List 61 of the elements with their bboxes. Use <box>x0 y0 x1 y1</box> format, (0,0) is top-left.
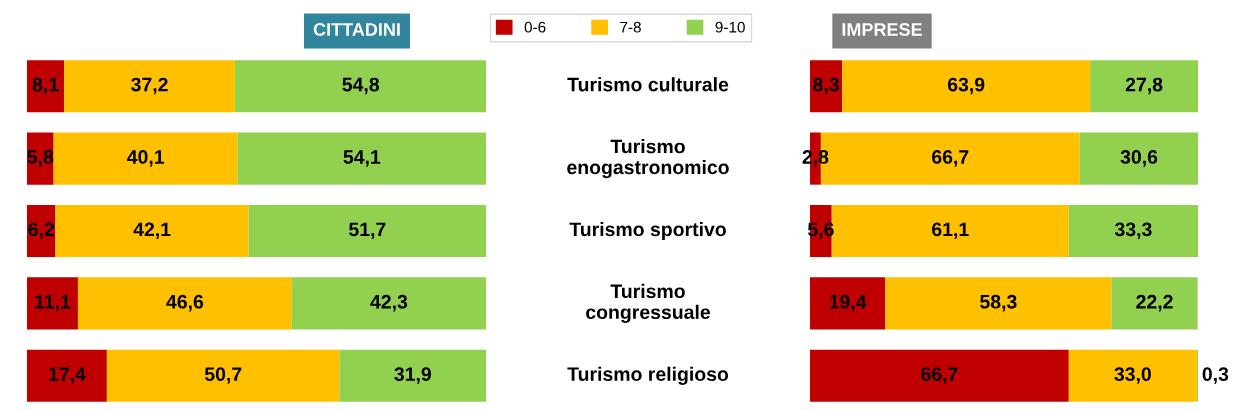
bar <box>842 60 1091 113</box>
bar <box>55 204 249 258</box>
data-label: 37,2 <box>131 77 168 95</box>
data-label: 58,3 <box>980 294 1017 312</box>
bar <box>810 60 843 113</box>
legend-label: 9-10 <box>715 21 745 33</box>
data-label: 51,7 <box>349 222 386 240</box>
data-label: 54,8 <box>342 77 380 95</box>
bar <box>64 60 235 113</box>
bar <box>27 349 107 402</box>
bar <box>339 349 486 402</box>
data-label: 66,7 <box>921 367 958 384</box>
bar <box>1090 60 1198 113</box>
bar <box>810 349 1069 402</box>
bar <box>27 277 78 330</box>
data-label: 11,1 <box>35 295 71 312</box>
data-label: 8,3 <box>813 77 839 95</box>
data-label: 30,6 <box>1120 150 1158 167</box>
data-label: 61,1 <box>932 222 969 240</box>
data-label: 2,8 <box>802 150 829 167</box>
data-label: 66,7 <box>932 150 969 167</box>
bar <box>237 132 486 185</box>
bar <box>810 277 886 330</box>
bar <box>248 204 486 258</box>
data-label: 19,4 <box>829 294 867 312</box>
data-label: 33,3 <box>1114 222 1152 240</box>
data-label: 54,1 <box>343 150 381 167</box>
data-label: 46,6 <box>166 294 204 312</box>
bar <box>77 277 292 330</box>
y-tick-label: Turismo sportivo <box>569 221 726 241</box>
data-label: 0,3 <box>1202 367 1229 384</box>
bar <box>885 277 1112 330</box>
data-label: 27,8 <box>1125 77 1163 95</box>
data-label: 8,1 <box>32 77 59 95</box>
data-label: 50,7 <box>204 367 242 384</box>
data-label: 33,0 <box>1114 367 1151 384</box>
data-label: 40,1 <box>127 150 165 167</box>
data-label: 6,2 <box>28 222 54 240</box>
data-label: 42,1 <box>133 222 171 240</box>
bar <box>1068 204 1198 258</box>
data-label: 42,3 <box>370 294 408 312</box>
data-label: 31,9 <box>394 367 431 384</box>
y-tick-label: Turismo congressuale <box>586 283 711 323</box>
data-label: 17,4 <box>49 367 86 384</box>
chart-title: CITTADINI <box>313 23 400 36</box>
bar <box>234 60 486 113</box>
legend-label: 7-8 <box>620 21 641 33</box>
chart-title: IMPRESE <box>842 23 922 36</box>
bar <box>106 349 340 402</box>
bar <box>291 277 486 330</box>
data-label: 22,2 <box>1136 294 1173 312</box>
y-tick-label: Turismo enogastronomico <box>567 139 729 179</box>
y-tick-label: Turismo religioso <box>567 366 729 385</box>
bar <box>1079 132 1198 185</box>
legend-label: 0-6 <box>524 21 546 33</box>
data-label: 63,9 <box>947 77 985 95</box>
bar <box>1068 349 1197 402</box>
y-tick-label: Turismo culturale <box>567 77 729 92</box>
bar <box>1111 277 1198 330</box>
bar <box>27 60 65 113</box>
bar <box>53 132 238 185</box>
